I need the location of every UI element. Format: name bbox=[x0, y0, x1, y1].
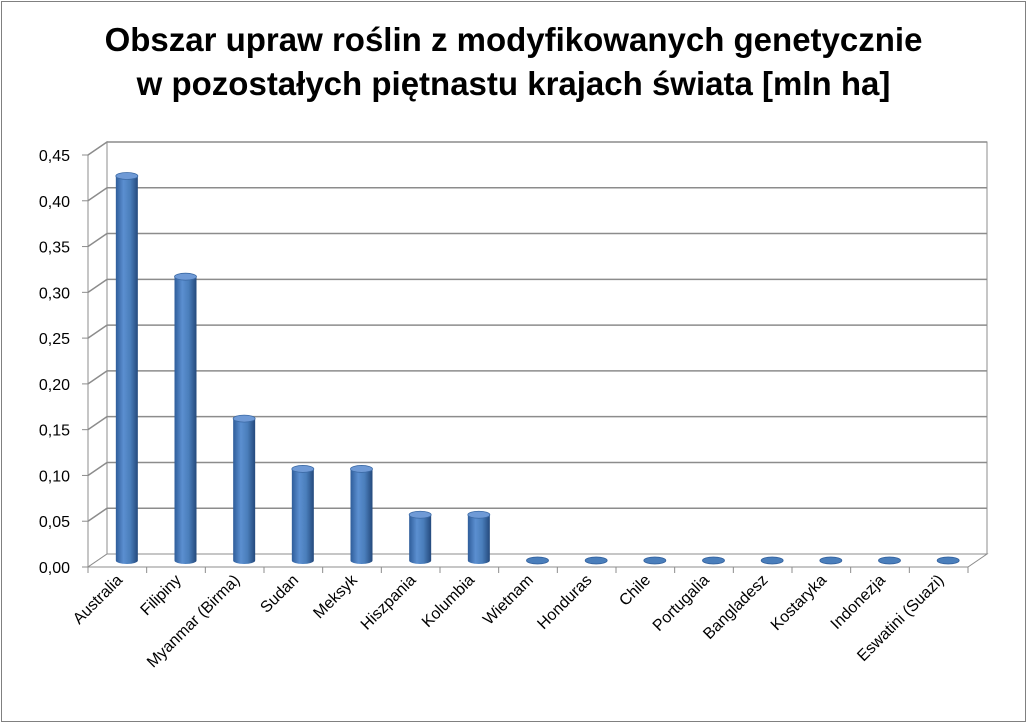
bar-hiszpania bbox=[408, 510, 432, 565]
gridlines bbox=[87, 141, 987, 522]
bar-indonezja bbox=[878, 556, 901, 565]
x-tick-label: Sudan bbox=[257, 572, 302, 617]
bar-body bbox=[409, 514, 432, 565]
x-tick-label: Kolumbia bbox=[419, 572, 478, 631]
gridline bbox=[87, 141, 987, 156]
bar-myanmar-birma- bbox=[232, 414, 256, 565]
bar-zero-disc bbox=[819, 556, 843, 565]
bar-top bbox=[350, 465, 373, 473]
y-axis: 0,00 0,05 0,10 0,15 0,20 0,25 0,30 0,35 0,40 0,45 bbox=[39, 148, 89, 577]
bar-zero-disc bbox=[702, 556, 725, 565]
bar-zero-disc bbox=[643, 556, 667, 565]
bar-wietnam bbox=[526, 556, 549, 565]
bar-body bbox=[233, 418, 256, 565]
bar-top bbox=[174, 272, 197, 281]
bar-chile bbox=[643, 556, 667, 565]
x-tick-label: Kostaryka bbox=[768, 572, 830, 634]
bar-filipiny bbox=[174, 272, 197, 564]
bar-body bbox=[174, 276, 197, 564]
bar-top bbox=[467, 510, 491, 519]
side-wall bbox=[87, 141, 108, 568]
bar-top bbox=[232, 414, 256, 423]
x-tick-label: Portugalia bbox=[650, 572, 713, 635]
bar-eswatini-suazi- bbox=[936, 556, 960, 565]
bar-body bbox=[115, 175, 138, 564]
x-tick-label: Meksyk bbox=[310, 571, 361, 622]
bar-kolumbia bbox=[467, 510, 491, 565]
y-tick-label: 0,20 bbox=[39, 377, 70, 394]
bar-zero-disc bbox=[526, 556, 549, 565]
gridline bbox=[87, 232, 987, 248]
x-tick-label: Indonezja bbox=[828, 572, 889, 633]
x-tick-label: Chile bbox=[616, 572, 654, 610]
gridline bbox=[87, 370, 987, 385]
y-tick-label: 0,15 bbox=[39, 423, 70, 440]
chart-title: Obszar upraw roślin z modyfikowanych gen… bbox=[0, 18, 1027, 106]
y-tick-label: 0,35 bbox=[39, 240, 70, 257]
bar-kostaryka bbox=[819, 556, 843, 565]
bar-body bbox=[350, 468, 373, 564]
bars bbox=[115, 172, 960, 565]
x-tick-label: Hiszpania bbox=[358, 572, 420, 634]
bar-top bbox=[115, 172, 139, 180]
x-tick-label: Australia bbox=[70, 572, 126, 628]
y-tick-label: 0,25 bbox=[39, 331, 70, 348]
y-tick-label: 0,45 bbox=[39, 148, 70, 165]
gridline bbox=[87, 324, 987, 339]
bar-body bbox=[291, 468, 314, 565]
x-tick-label: Wietnam bbox=[480, 572, 537, 629]
plot-walls bbox=[86, 141, 989, 568]
y-tick-label: 0,40 bbox=[39, 194, 70, 211]
y-tick-label: 0,00 bbox=[39, 560, 70, 577]
chart-title-line-2: w pozostałych piętnastu krajach świata [… bbox=[136, 65, 891, 102]
bar-sudan bbox=[291, 465, 315, 565]
gridline bbox=[87, 278, 987, 293]
bar-bangladesz bbox=[760, 556, 784, 565]
bar-meksyk bbox=[350, 465, 373, 564]
bar-zero-disc bbox=[760, 556, 784, 565]
gridline bbox=[87, 507, 987, 522]
gridline bbox=[87, 187, 987, 202]
x-tick-label: Filipiny bbox=[138, 572, 185, 619]
bar-honduras bbox=[584, 556, 608, 565]
y-tick-label: 0,05 bbox=[39, 514, 70, 531]
bar-australia bbox=[115, 172, 139, 564]
y-tick-label: 0,30 bbox=[39, 285, 70, 302]
chart-title-line-1: Obszar upraw roślin z modyfikowanych gen… bbox=[104, 21, 923, 58]
bar-top bbox=[291, 465, 315, 473]
bar-portugalia bbox=[702, 556, 725, 565]
bar-top bbox=[408, 510, 432, 519]
x-tick-label: Honduras bbox=[534, 572, 595, 633]
y-tick-label: 0,10 bbox=[39, 468, 70, 485]
gridline bbox=[87, 461, 987, 477]
gridline bbox=[87, 415, 987, 431]
bar-zero-disc bbox=[584, 556, 608, 565]
bar-zero-disc bbox=[878, 556, 901, 565]
bar-body bbox=[467, 514, 490, 565]
bar-zero-disc bbox=[936, 556, 960, 565]
